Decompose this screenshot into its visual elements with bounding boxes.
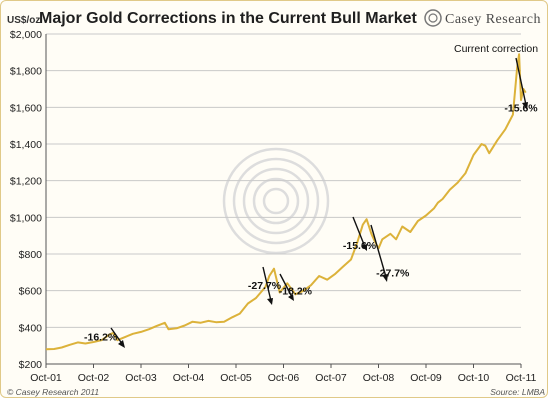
y-tick-label: $2,000 [10,29,42,41]
arrow-head-icon [288,294,294,301]
y-axis-label: US$/oz [7,15,40,26]
correction-arrow [370,224,387,278]
watermark-ring [252,177,300,225]
logo-mark-icon [424,9,442,27]
correction-arrow [515,57,527,106]
correction-arrow [262,266,272,302]
annotations: -16.2%-27.7%-18.2%-15.6%-27.7%-15.6%Curr… [84,43,538,344]
correction-arrow [352,216,366,248]
source-note: Source: LMBA [490,387,545,397]
y-tick-label: $1,600 [10,102,42,114]
x-tick-label: Oct-01 [30,372,62,384]
correction-label: -18.2% [279,286,313,298]
watermark-ring [222,147,330,255]
arrow-head-icon [118,340,125,348]
y-tick-label: $1,800 [10,66,42,78]
watermark-ring [262,187,290,215]
arrow-head-icon [382,274,388,282]
chart-title: Major Gold Corrections in the Current Bu… [39,10,417,27]
correction-label: -15.6% [343,240,377,252]
axes: $200 $400 $600 $800 $1,000 $1,200 $1,400 $1,600… [10,29,537,384]
y-tick-label: $800 [19,249,43,261]
x-tick-label: Oct-02 [78,372,110,384]
watermark-ring [232,157,320,245]
gold-price-line [45,53,527,351]
correction-arrows [110,57,528,348]
arrow-head-icon [522,102,528,110]
x-tick-label: Oct-10 [458,372,490,384]
y-tick-label: $1,200 [10,176,42,188]
y-tick-label: $400 [19,322,43,334]
correction-label: -16.2% [84,332,118,344]
x-tick-label: Oct-11 [506,372,537,384]
arrow-head-icon [361,244,367,251]
logo-mark-inner-icon [428,13,438,23]
grid [46,33,521,365]
correction-label: -27.7% [376,267,410,279]
correction-arrow [279,273,293,298]
x-tick-label: Oct-04 [173,372,205,384]
x-tick-label: Oct-08 [363,372,395,384]
x-tick-label: Oct-05 [220,372,252,384]
y-tick-label: $600 [19,286,43,298]
arrow-head-icon [267,298,273,305]
x-tick-label: Oct-03 [125,372,157,384]
watermark-logo [222,147,330,255]
y-tick-label: $1,000 [10,212,42,224]
y-tick-label: $1,400 [10,139,42,151]
brand-name: Casey Research [445,12,541,27]
series [45,53,527,351]
x-tick-label: Oct-09 [410,372,442,384]
watermark-ring [242,167,310,235]
correction-label: -27.7% [248,280,282,292]
brand-logo: Casey Research [424,9,541,27]
x-tick-label: Oct-06 [268,372,300,384]
correction-label: -15.6% [504,102,538,114]
copyright-note: © Casey Research 2011 [7,387,99,397]
x-tick-label: Oct-07 [315,372,347,384]
y-tick-label: $200 [19,359,43,371]
current-correction-note: Current correction [454,43,538,55]
